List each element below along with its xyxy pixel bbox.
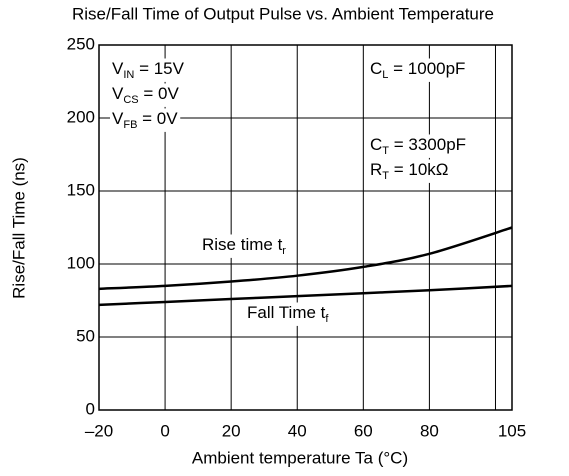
x-tick-label: 20	[222, 421, 241, 440]
label-subscript: IN	[123, 69, 134, 81]
label-text: = 0V	[137, 109, 178, 128]
label-background	[110, 83, 182, 107]
label-text: V	[112, 109, 124, 128]
label-background	[368, 159, 451, 183]
label-text: = 3300pF	[389, 135, 466, 154]
y-tick-label: 250	[67, 34, 95, 53]
label-text: C	[370, 59, 382, 78]
label-background	[110, 58, 187, 82]
label-text: Fall Time t	[247, 303, 326, 322]
x-tick-label: 0	[160, 421, 169, 440]
annotation: CL = 1000pF	[370, 59, 465, 80]
label-subscript: CS	[123, 94, 138, 106]
label-text: = 1000pF	[388, 59, 465, 78]
annotation: VIN = 15V	[112, 59, 185, 80]
label-subscript: L	[382, 69, 388, 81]
label-background	[110, 108, 181, 132]
annotation: VCS = 0V	[112, 84, 179, 105]
y-tick-label: 150	[67, 180, 95, 199]
data-line	[98, 226, 513, 291]
label-text: V	[112, 84, 124, 103]
chart-title: Rise/Fall Time of Output Pulse vs. Ambie…	[72, 4, 494, 23]
y-tick-label: 50	[76, 326, 95, 345]
annotation: RT = 10kΩ	[370, 160, 449, 181]
label-text: = 0V	[139, 84, 180, 103]
series-label: Fall Time tf	[247, 303, 329, 324]
annotation: VFB = 0V	[112, 109, 178, 130]
label-text: V	[112, 59, 124, 78]
x-tick-label: 105	[498, 421, 526, 440]
y-tick-label: 200	[67, 107, 95, 126]
label-background	[368, 134, 469, 158]
label-text: Rise time t	[202, 235, 283, 254]
label-text: = 15V	[134, 59, 184, 78]
label-background	[368, 58, 468, 82]
y-tick-label: 0	[86, 399, 95, 418]
label-subscript: f	[325, 313, 329, 325]
label-subscript: r	[282, 245, 286, 257]
x-tick-label: 80	[420, 421, 439, 440]
label-subscript: T	[382, 170, 389, 182]
label-text: = 10kΩ	[389, 160, 449, 179]
y-tick-label: 100	[67, 253, 95, 272]
x-tick-label: 60	[354, 421, 373, 440]
label-background	[245, 302, 332, 326]
x-tick-label: –20	[85, 421, 113, 440]
x-tick-label: 40	[288, 421, 307, 440]
x-axis-label: Ambient temperature Ta (°C)	[192, 448, 408, 467]
label-subscript: T	[382, 145, 389, 157]
data-line	[98, 284, 513, 307]
series-label: Rise time tr	[202, 235, 286, 256]
y-axis-label: Rise/Fall Time (ns)	[9, 157, 28, 299]
label-text: C	[370, 135, 382, 154]
label-background	[200, 234, 289, 258]
label-text: R	[370, 160, 382, 179]
annotation: CT = 3300pF	[370, 135, 466, 156]
label-subscript: FB	[123, 119, 137, 131]
